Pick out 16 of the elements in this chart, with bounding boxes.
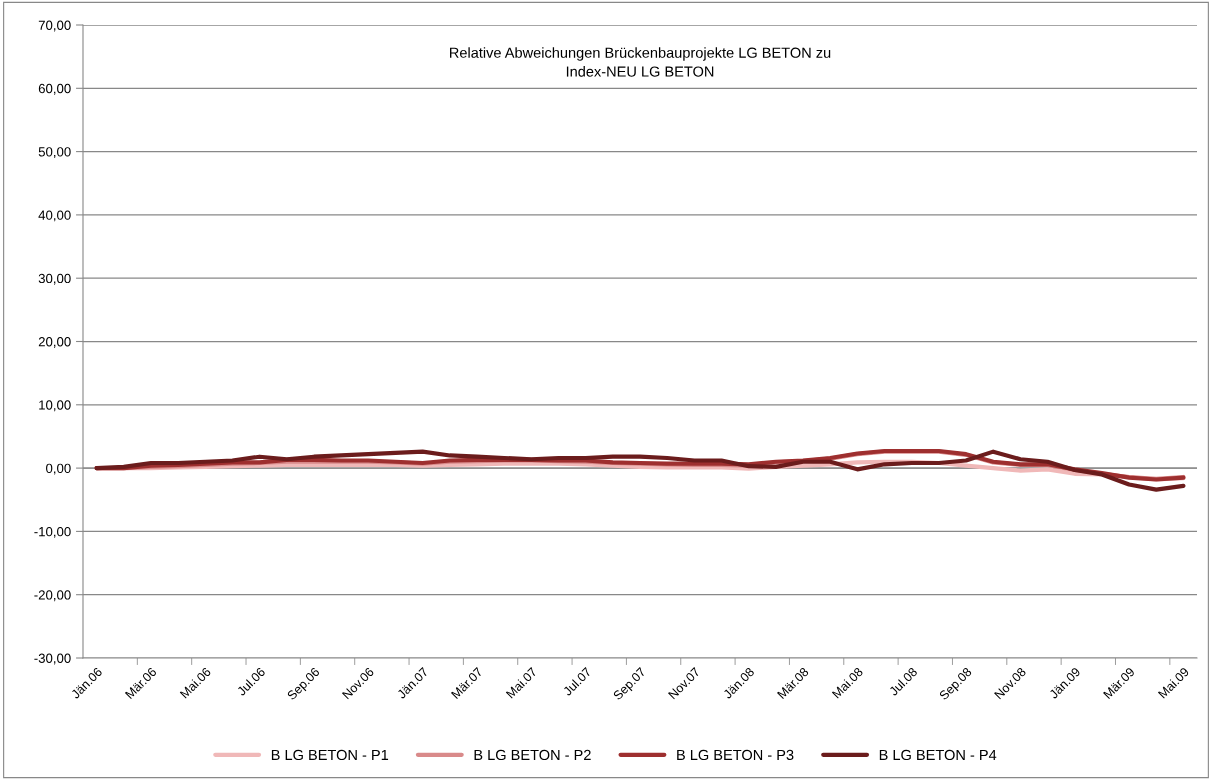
legend-label: B LG BETON - P2 <box>474 749 591 761</box>
y-tick-label: 20,00 <box>38 337 71 348</box>
legend-label: B LG BETON - P3 <box>677 749 794 761</box>
text: Relative Abweichungen Brückenbauprojekte LG BETON zu Index-NEU LG BETON <box>450 47 831 77</box>
y-tick-label: 30,00 <box>38 273 71 285</box>
y-tick-label: 40,00 <box>38 210 71 222</box>
y-tick-label: 70,00 <box>38 20 71 32</box>
legend-label: B LG BETON - P1 <box>271 749 389 761</box>
y-tick-label: -10,00 <box>34 526 71 538</box>
y-tick-label: 0,00 <box>46 463 71 475</box>
y-tick-label: -20,00 <box>34 590 71 602</box>
legend-label: B LG BETON - P4 <box>879 749 997 761</box>
y-tick-label: 60,00 <box>38 83 71 95</box>
y-tick-label: -30,00 <box>34 653 71 665</box>
y-tick-label: 10,00 <box>39 400 71 412</box>
y-tick-label: 50,00 <box>38 147 71 159</box>
